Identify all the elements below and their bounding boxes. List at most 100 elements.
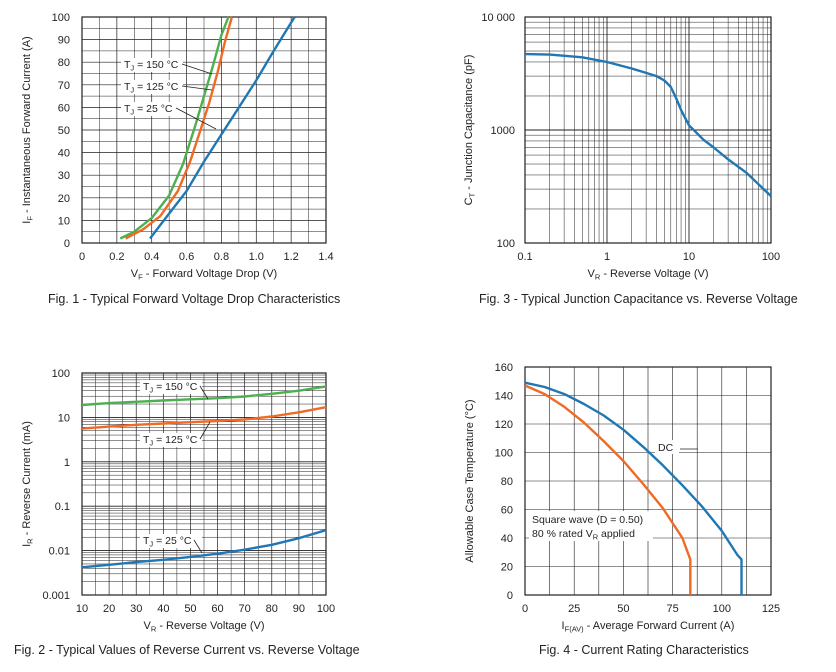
- fig1-y-tick: 60: [58, 102, 70, 114]
- fig1-x-tick: 0.2: [109, 251, 124, 263]
- fig2-x-tick: 10: [76, 603, 88, 615]
- fig3-curve-CT: [524, 52, 772, 197]
- fig3-x-tick: 1: [604, 251, 610, 263]
- fig1-y-tick: 100: [52, 12, 70, 24]
- fig1-chart: 0 0.2 0.4 0.6 0.8 1.0 1.2 1.4 0 10 20 30 40 50 60 70 80 9…: [21, 12, 334, 282]
- fig4-x-label: IF(AV) - Average Forward Current (A): [562, 620, 735, 634]
- fig2-x-tick: 100: [317, 603, 335, 615]
- fig2-label-25-group: TJ = 25 °C: [140, 534, 202, 549]
- fig2-label-150-group: TJ = 150 °C: [140, 380, 202, 395]
- fig3-y-tick: 1000: [491, 125, 515, 137]
- fig1-label-125: TJ = 125 °C: [124, 81, 179, 95]
- fig3-y-tick: 10 000: [481, 12, 515, 24]
- fig1-label-150-group: TJ = 150 °C: [121, 58, 183, 73]
- fig2-label-125-group: TJ = 125 °C: [140, 433, 202, 448]
- fig1-y-tick: 70: [58, 80, 70, 92]
- fig2-y-tick: 0.1: [55, 501, 70, 513]
- fig1-leader-150: [181, 63, 213, 75]
- fig1-y-tick: 90: [58, 35, 70, 47]
- fig2-x-tick: 70: [239, 603, 251, 615]
- fig2-frame: [81, 372, 327, 596]
- fig1-frame: [81, 16, 327, 244]
- fig1-y-tick: 30: [58, 170, 70, 182]
- fig3-x-label: VR - Reverse Voltage (V): [588, 268, 709, 282]
- fig1-label-25: TJ = 25 °C: [124, 103, 173, 117]
- fig4-y-tick: 140: [495, 391, 513, 403]
- fig1-x-tick: 1.4: [318, 251, 333, 263]
- fig2-caption: Fig. 2 - Typical Values of Reverse Curre…: [14, 643, 360, 657]
- fig4-x-tick: 25: [568, 603, 580, 615]
- fig2-y-tick: 0.01: [49, 546, 70, 558]
- fig2-x-tick: 60: [211, 603, 223, 615]
- fig4-y-tick: 160: [495, 362, 513, 374]
- fig1-curve-125: [125, 16, 234, 240]
- fig1-label-150: TJ = 150 °C: [124, 59, 179, 73]
- fig2-y-tick: 0.001: [42, 590, 70, 602]
- fig4-chart: 0 25 50 75 100 125 0 20 40 60 80 100 120 140 160 DC Squa…: [464, 362, 780, 634]
- fig4-y-tick: 120: [495, 419, 513, 431]
- fig3-y-tick: 100: [497, 238, 515, 250]
- fig4-y-tick: 20: [501, 562, 513, 574]
- fig4-x-tick: 100: [713, 603, 731, 615]
- fig4-dc-label-bg: [655, 440, 679, 454]
- fig1-curve-150: [119, 16, 230, 240]
- fig1-label-25-bg: [121, 102, 183, 116]
- fig2-curve-150: [81, 385, 327, 407]
- fig1-label-125-group: TJ = 125 °C: [121, 80, 183, 95]
- fig2-x-tick: 20: [103, 603, 115, 615]
- fig4-x-tick: 0: [522, 603, 528, 615]
- fig4-dc-label: DC: [658, 442, 674, 454]
- fig4-curve-DC: [524, 381, 743, 595]
- fig1-caption: Fig. 1 - Typical Forward Voltage Drop Ch…: [48, 292, 341, 306]
- fig1-x-tick: 0.6: [179, 251, 194, 263]
- fig4-frame: [524, 366, 772, 596]
- fig1-y-label: IF - Instantaneous Forward Current (A): [21, 36, 35, 223]
- fig2-leader-25: [193, 539, 203, 554]
- fig1-x-tick: 0: [79, 251, 85, 263]
- fig1-y-tick: 40: [58, 148, 70, 160]
- fig2-label-25-bg: [140, 534, 202, 548]
- fig2-curve-125: [81, 406, 327, 430]
- fig4-curve-Square: [524, 384, 692, 595]
- fig2-leader-150: [199, 385, 209, 400]
- fig2-label-150: TJ = 150 °C: [143, 381, 198, 395]
- fig4-y-tick: 0: [507, 590, 513, 602]
- fig2-x-label: VR - Reverse Voltage (V): [144, 620, 265, 634]
- fig4-dc-label-group: DC: [655, 440, 679, 454]
- fig3-chart: 0.1 1 10 100 100 1000 10 000 VR - Reverse Volta…: [463, 12, 780, 282]
- fig4-y-tick: 80: [501, 476, 513, 488]
- fig2-x-tick: 50: [184, 603, 196, 615]
- fig2-x-tick: 80: [266, 603, 278, 615]
- fig2-y-label: IR - Reverse Current (mA): [21, 421, 35, 547]
- fig4-square-label-line2: 80 % rated VR applied: [532, 528, 635, 542]
- fig2-label-125: TJ = 125 °C: [143, 434, 198, 448]
- fig1-curve-25: [149, 16, 296, 240]
- fig3-y-label: CT - Junction Capacitance (pF): [463, 55, 477, 206]
- fig2-y-tick: 100: [52, 368, 70, 380]
- fig4-y-tick: 100: [495, 448, 513, 460]
- fig2-curve-25: [81, 528, 327, 569]
- fig1-y-tick: 20: [58, 193, 70, 205]
- fig1-y-tick: 80: [58, 57, 70, 69]
- fig4-square-label-bg: [529, 511, 653, 541]
- fig1-x-tick: 0.4: [144, 251, 159, 263]
- fig1-x-label: VF - Forward Voltage Drop (V): [131, 268, 277, 282]
- fig2-chart: 10 20 30 40 50 60 70 80 90 100 0.001 0.01 0.1 1 10 100 T…: [21, 368, 335, 634]
- fig1-label-150-bg: [121, 58, 183, 72]
- fig1-y-tick: 0: [64, 238, 70, 250]
- fig3-x-tick: 0.1: [517, 251, 532, 263]
- fig1-y-tick: 50: [58, 125, 70, 137]
- fig1-x-tick: 1.2: [283, 251, 298, 263]
- fig2-x-tick: 40: [157, 603, 169, 615]
- fig1-x-tick: 1.0: [249, 251, 264, 263]
- fig4-x-tick: 50: [617, 603, 629, 615]
- fig2-y-tick: 1: [64, 457, 70, 469]
- fig4-y-label: Allowable Case Temperature (°C): [464, 399, 476, 562]
- fig4-caption: Fig. 4 - Current Rating Characteristics: [539, 643, 749, 657]
- fig4-y-tick: 40: [501, 533, 513, 545]
- fig2-x-tick: 90: [293, 603, 305, 615]
- fig2-label-25: TJ = 25 °C: [143, 535, 192, 549]
- fig3-x-tick: 100: [762, 251, 780, 263]
- fig4-y-tick: 60: [501, 505, 513, 517]
